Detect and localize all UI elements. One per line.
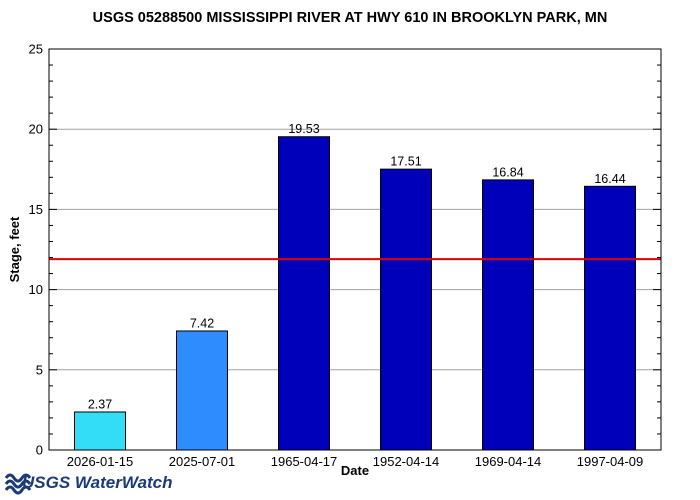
- x-tick-label: 2026-01-15: [67, 454, 134, 469]
- usgs-wave-icon: [4, 473, 32, 495]
- chart-title: USGS 05288500 MISSISSIPPI RIVER AT HWY 6…: [93, 10, 608, 26]
- x-tick-label: 2025-07-01: [169, 454, 236, 469]
- data-label: 17.51: [390, 155, 421, 169]
- x-tick-label: 1965-04-17: [271, 454, 338, 469]
- bar: [380, 168, 432, 451]
- x-tick-label: 1952-04-14: [373, 454, 440, 469]
- y-tick-label: 15: [29, 202, 43, 217]
- data-label: 16.44: [594, 172, 625, 186]
- data-labels: 2.37 7.42 19.53 17.51 16.84 16.44: [88, 122, 626, 411]
- bar: [482, 179, 534, 451]
- data-label: 16.84: [492, 165, 523, 179]
- y-axis-ticks: 0 5 10 15 20 25: [29, 42, 661, 458]
- data-label: 2.37: [88, 397, 112, 411]
- bar: [74, 411, 126, 451]
- x-axis-label: Date: [341, 463, 369, 478]
- usgs-logo: USGS WaterWatch: [4, 473, 173, 495]
- data-label: 7.42: [190, 316, 214, 330]
- y-tick-label: 0: [36, 443, 43, 458]
- bar: [584, 185, 636, 451]
- data-label: 19.53: [288, 122, 319, 136]
- y-tick-label: 25: [29, 42, 43, 57]
- y-tick-label: 5: [36, 362, 43, 377]
- y-tick-label: 10: [29, 282, 43, 297]
- grid: [49, 128, 661, 371]
- bars: [74, 136, 636, 451]
- x-tick-label: 1997-04-09: [577, 454, 644, 469]
- y-axis-label: Stage, feet: [7, 216, 22, 282]
- x-axis-ticks: 2026-01-15 2025-07-01 1965-04-17 1952-04-14…: [67, 454, 644, 469]
- bar: [176, 330, 228, 451]
- bar: [278, 136, 330, 451]
- y-tick-label: 20: [29, 122, 43, 137]
- usgs-logo-text: USGS WaterWatch: [22, 473, 173, 492]
- plot-frame: [48, 48, 662, 451]
- x-tick-label: 1969-04-14: [475, 454, 542, 469]
